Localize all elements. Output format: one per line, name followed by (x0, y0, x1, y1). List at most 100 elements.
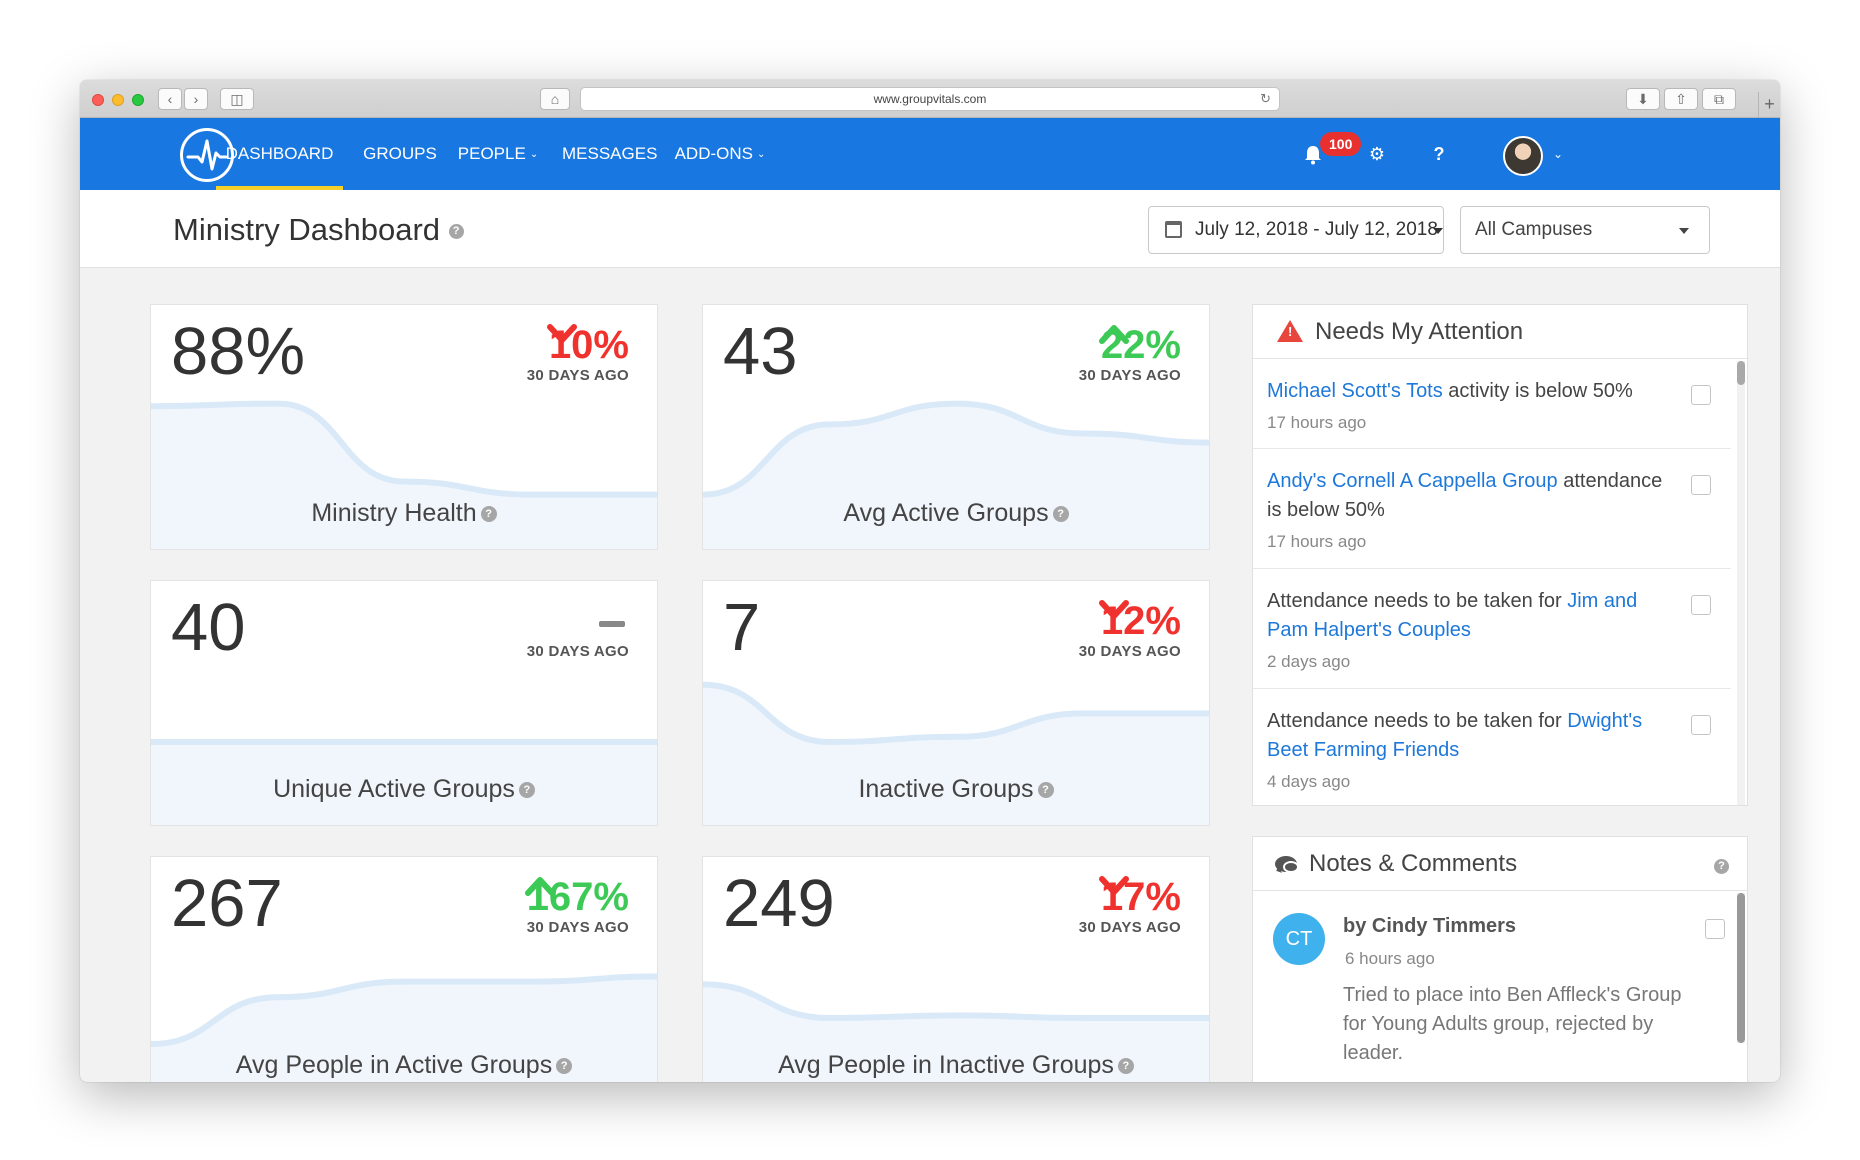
attention-item-checkbox[interactable] (1691, 595, 1711, 615)
stat-card-avg-active-groups[interactable]: 43 22% 30 DAYS AGO Avg Active Groups? (702, 304, 1210, 550)
nav-people-label: PEOPLE (457, 144, 526, 163)
comments-icon-secondary (1283, 861, 1299, 873)
sparkline-chart (151, 973, 657, 1082)
attention-item: Michael Scott's Tots activity is below 5… (1253, 359, 1731, 449)
browser-toolbar: ‹ › ◫ ⌂ www.groupvitals.com ↻ ⬇ ⇧ ⧉ + (80, 80, 1780, 118)
sidebar-toggle-button[interactable]: ◫ (220, 88, 254, 110)
downloads-button[interactable]: ⬇ (1626, 88, 1660, 110)
stat-change: 22% (1098, 323, 1181, 368)
attention-item: Attendance needs to be taken for Jim and… (1253, 569, 1731, 689)
stat-period: 30 DAYS AGO (1078, 643, 1181, 660)
note-author: by Cindy Timmers (1343, 915, 1517, 937)
stat-label-text: Avg Active Groups (843, 499, 1049, 527)
nav-dashboard[interactable]: DASHBOARD (216, 118, 343, 190)
share-button[interactable]: ⇧ (1664, 88, 1698, 110)
forward-button[interactable]: › (184, 88, 208, 110)
sparkline-line (703, 681, 1209, 746)
attention-item-checkbox[interactable] (1691, 385, 1711, 405)
sparkline-area (151, 976, 657, 1082)
stat-label: Inactive Groups? (703, 775, 1209, 804)
attention-item-suffix: activity is below 50% (1442, 380, 1633, 402)
stat-period: 30 DAYS AGO (1078, 919, 1181, 936)
notes-comments-title: Notes & Comments (1309, 850, 1518, 877)
account-menu-toggle[interactable]: ⌄ (1548, 118, 1568, 190)
page-title: Ministry Dashboard ? (173, 212, 464, 248)
help-circle-icon[interactable]: ? (518, 782, 535, 799)
attention-item-time: 2 days ago (1267, 652, 1351, 671)
nav-add-ons[interactable]: ADD-ONS ⌄ (670, 118, 770, 190)
calendar-icon (1165, 221, 1182, 238)
minimize-window-button[interactable] (112, 94, 124, 106)
stat-change: 12% (1098, 599, 1181, 644)
browser-window: ‹ › ◫ ⌂ www.groupvitals.com ↻ ⬇ ⇧ ⧉ + DA… (80, 80, 1780, 1082)
nav-dashboard-label: DASHBOARD (225, 144, 334, 163)
stat-label-text: Inactive Groups (858, 775, 1034, 803)
help-circle-icon[interactable]: ? (1037, 782, 1054, 799)
sparkline-area (703, 684, 1209, 825)
note-checkbox[interactable] (1705, 919, 1725, 939)
help-circle-icon[interactable]: ? (1714, 859, 1729, 874)
stat-label-text: Unique Active Groups (273, 775, 515, 803)
campus-select[interactable]: All Campuses (1460, 206, 1710, 254)
sparkline-area (703, 984, 1209, 1082)
attention-item-time: 17 hours ago (1267, 413, 1367, 432)
stat-card-avg-people-inactive-groups[interactable]: 249 17% 30 DAYS AGO Avg People in Inacti… (702, 856, 1210, 1082)
attention-item: Andy's Cornell A Cappella Group attendan… (1253, 449, 1731, 569)
download-icon: ⬇ (1637, 91, 1649, 107)
attention-group-link[interactable]: Andy's Cornell A Cappella Group (1267, 470, 1558, 492)
chevron-right-icon: › (193, 91, 199, 107)
notes-comments-header: Notes & Comments ? (1253, 837, 1747, 891)
stat-value: 249 (723, 866, 835, 941)
nav-groups[interactable]: GROUPS (360, 118, 440, 190)
date-range-picker[interactable]: July 12, 2018 - July 12, 2018 (1148, 206, 1444, 254)
zoom-window-button[interactable] (132, 94, 144, 106)
no-change-dash-icon (599, 621, 625, 627)
home-button[interactable]: ⌂ (540, 88, 570, 110)
chevron-down-icon: ⌄ (757, 149, 766, 160)
sparkline-chart (151, 400, 657, 549)
url-text: www.groupvitals.com (873, 92, 987, 106)
attention-item-checkbox[interactable] (1691, 715, 1711, 735)
help-button[interactable]: ? (1424, 118, 1454, 190)
attention-scrollbar-thumb[interactable] (1737, 361, 1745, 385)
help-circle-icon[interactable]: ? (480, 506, 497, 523)
stat-card-unique-active-groups[interactable]: 40 30 DAYS AGO Unique Active Groups? (150, 580, 658, 826)
stat-label: Avg People in Inactive Groups? (703, 1051, 1209, 1080)
groupvitals-logo[interactable] (180, 128, 234, 182)
attention-item-text: Andy's Cornell A Cappella Group attendan… (1267, 467, 1667, 525)
attention-group-link[interactable]: Michael Scott's Tots (1267, 380, 1443, 402)
stat-value: 88% (171, 314, 306, 389)
nav-messages[interactable]: MESSAGES (562, 118, 657, 190)
notification-count-badge[interactable]: 100 (1320, 132, 1362, 156)
attention-scroll-track[interactable] (1737, 361, 1745, 805)
help-circle-icon[interactable]: ? (1052, 506, 1069, 523)
stat-card-inactive-groups[interactable]: 7 12% 30 DAYS AGO Inactive Groups? (702, 580, 1210, 826)
attention-group-link[interactable]: Dwight's Beet Farming Friends (1267, 710, 1643, 761)
sparkline-line (703, 400, 1209, 498)
home-icon: ⌂ (550, 91, 560, 107)
reload-icon[interactable]: ↻ (1260, 91, 1271, 106)
sparkline-chart (703, 981, 1209, 1082)
help-circle-icon[interactable]: ? (556, 1058, 573, 1075)
attention-group-link[interactable]: Jim and Pam Halpert's Couples (1267, 590, 1638, 641)
close-window-button[interactable] (92, 94, 104, 106)
stat-card-avg-people-active-groups[interactable]: 267 167% 30 DAYS AGO Avg People in Activ… (150, 856, 658, 1082)
share-icon: ⇧ (1675, 91, 1687, 107)
notifications-button[interactable] (1298, 118, 1328, 190)
attention-item-checkbox[interactable] (1691, 475, 1711, 495)
nav-people[interactable]: PEOPLE ⌄ (453, 118, 543, 190)
address-bar[interactable]: www.groupvitals.com ↻ (580, 87, 1280, 111)
stat-label: Unique Active Groups? (151, 775, 657, 804)
settings-button[interactable]: ⚙ (1362, 118, 1392, 190)
notes-scrollbar-thumb[interactable] (1737, 893, 1745, 1043)
needs-attention-panel: Needs My Attention Michael Scott's Tots … (1252, 304, 1748, 806)
tabs-overview-button[interactable]: ⧉ (1702, 88, 1736, 110)
help-circle-icon[interactable]: ? (1117, 1058, 1134, 1075)
bell-icon (1305, 146, 1321, 165)
back-button[interactable]: ‹ (158, 88, 182, 110)
sparkline-chart (703, 681, 1209, 825)
new-tab-button[interactable]: + (1758, 92, 1780, 118)
user-avatar[interactable] (1503, 136, 1543, 176)
stat-card-ministry-health[interactable]: 88% 10% 30 DAYS AGO Ministry Health? (150, 304, 658, 550)
help-circle-icon[interactable]: ? (448, 224, 464, 240)
